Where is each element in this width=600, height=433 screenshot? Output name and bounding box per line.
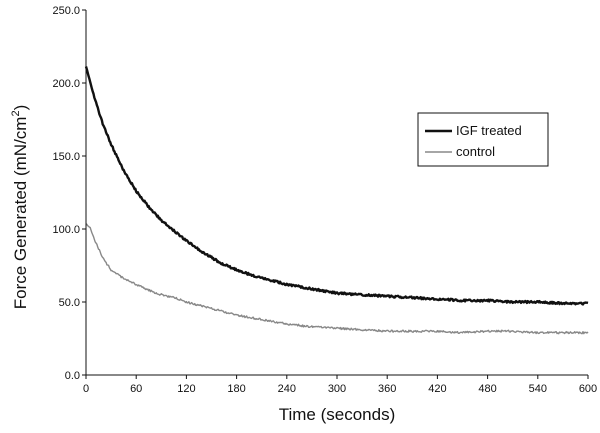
legend-label-igf-treated: IGF treated — [456, 123, 522, 138]
y-tick-label: 250.0 — [52, 5, 80, 17]
y-axis-title-close: ) — [11, 105, 30, 111]
y-tick-label: 50.0 — [59, 297, 80, 309]
y-tick-label: 0.0 — [65, 370, 80, 382]
x-tick-label: 540 — [529, 383, 547, 395]
legend: IGF treated control — [417, 112, 549, 167]
series-line-control — [85, 223, 589, 335]
series-line-igf-treated — [84, 66, 589, 306]
x-tick-label: 360 — [378, 383, 396, 395]
x-tick-label: 120 — [177, 383, 195, 395]
x-tick-label: 420 — [428, 383, 446, 395]
x-axis-title: Time (seconds) — [279, 405, 396, 424]
x-tick-label: 480 — [478, 383, 496, 395]
y-axis-title-main: Force Generated (mN/cm — [11, 117, 30, 310]
x-tick-label: 600 — [579, 383, 597, 395]
y-tick-label: 100.0 — [52, 224, 80, 236]
x-tick-label: 300 — [328, 383, 346, 395]
x-tick-label: 180 — [227, 383, 245, 395]
legend-box — [417, 112, 549, 167]
y-tick-label: 150.0 — [52, 151, 80, 163]
plot-area — [84, 66, 589, 335]
y-axis-title-superscript: 2 — [10, 110, 22, 116]
y-axis-title: Force Generated (mN/cm2) — [10, 105, 30, 310]
x-tick-label: 240 — [278, 383, 296, 395]
x-tick-label: 0 — [83, 383, 89, 395]
y-tick-label: 200.0 — [52, 78, 80, 90]
x-tick-label: 60 — [130, 383, 142, 395]
legend-label-control: control — [456, 144, 495, 159]
axes: 0.0 50.0 100.0 150.0 200.0 250.0 0 60 120 180 240 3… — [52, 5, 597, 395]
